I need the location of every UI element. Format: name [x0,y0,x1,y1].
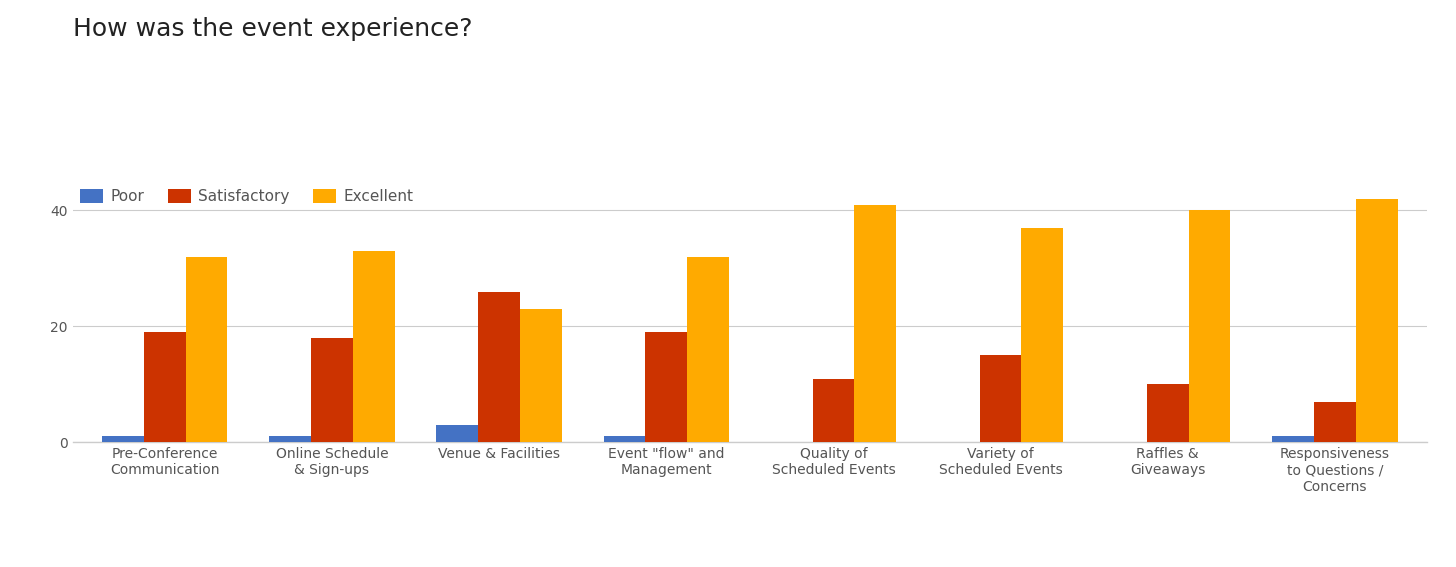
Bar [1147,384,1188,442]
Bar [102,437,144,442]
Bar [645,332,687,442]
Legend: Poor, Satisfactory, Excellent: Poor, Satisfactory, Excellent [80,189,414,204]
Bar [1188,210,1230,442]
Bar [604,437,645,442]
Bar [312,338,352,442]
Bar [1022,228,1063,442]
Bar [980,356,1022,442]
Bar [144,332,186,442]
Bar [269,437,312,442]
Bar [687,257,729,442]
Bar [855,205,895,442]
Bar [437,425,478,442]
Text: How was the event experience?: How was the event experience? [73,17,472,41]
Bar [478,291,520,442]
Bar [352,251,395,442]
Bar [520,309,562,442]
Bar [1356,199,1398,442]
Bar [812,379,855,442]
Bar [186,257,227,442]
Bar [1315,401,1356,442]
Bar [1273,437,1315,442]
